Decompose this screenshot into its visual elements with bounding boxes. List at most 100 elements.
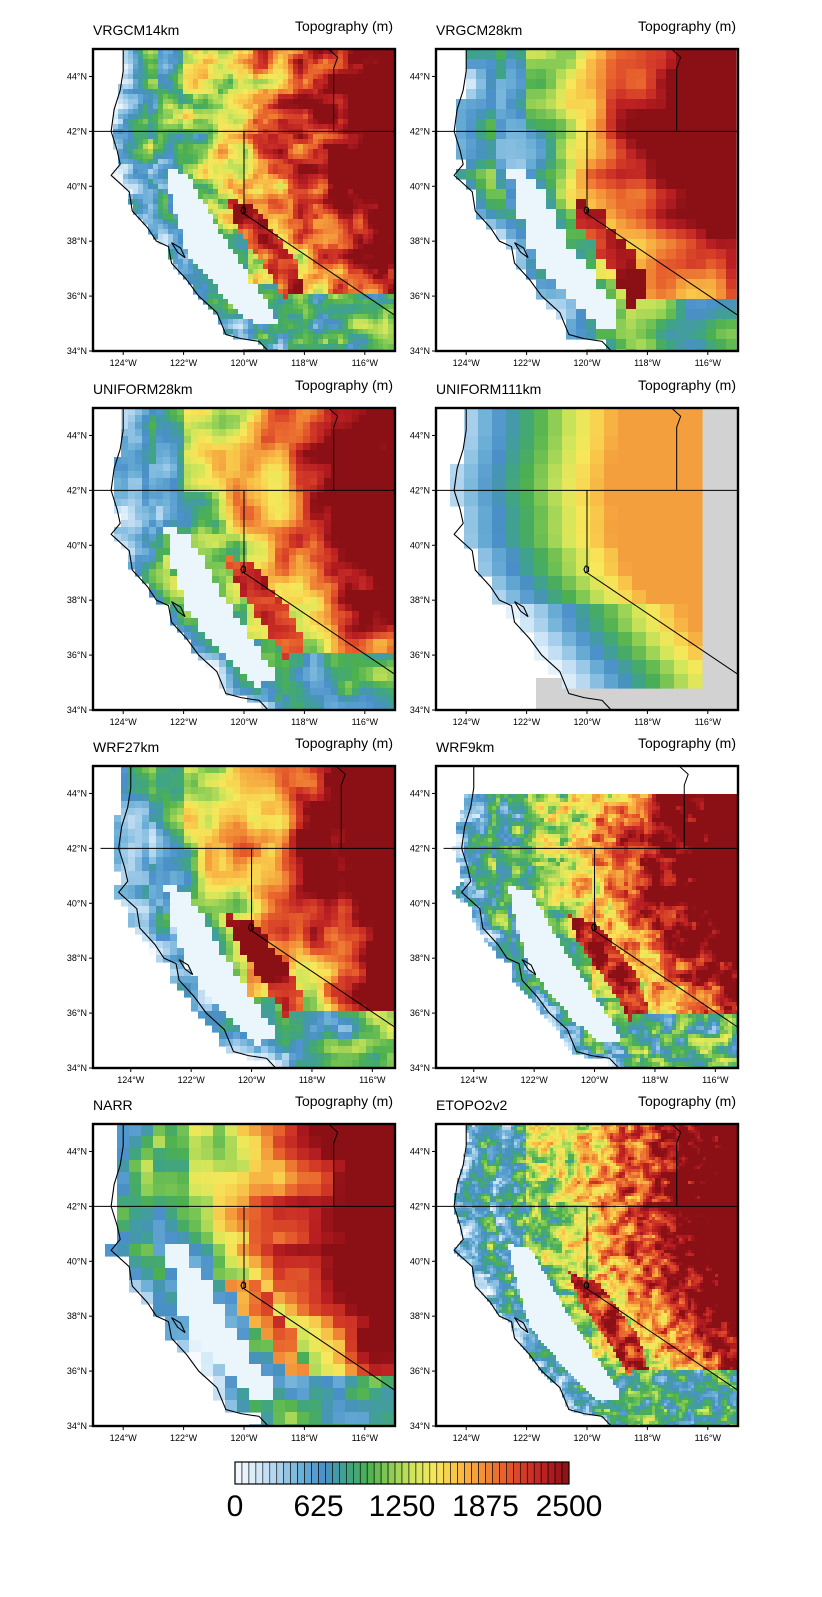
colorbar-box bbox=[540, 1461, 549, 1485]
lat-tick-label: 42°N bbox=[67, 843, 87, 853]
lat-tick-label: 34°N bbox=[67, 1421, 87, 1431]
lat-tick-label: 40°N bbox=[410, 898, 430, 908]
panel-title: UNIFORM111km bbox=[436, 381, 541, 397]
lat-tick-label: 44°N bbox=[67, 430, 87, 440]
coastline bbox=[453, 408, 612, 710]
colorbar-box bbox=[304, 1461, 312, 1485]
lat-tick-label: 34°N bbox=[410, 1421, 430, 1431]
colorbar-box bbox=[408, 1461, 417, 1485]
lon-tick-label: 118°W bbox=[291, 717, 318, 727]
lon-tick-label: 122°W bbox=[513, 358, 541, 368]
colorbar-box bbox=[255, 1461, 264, 1485]
state-borders bbox=[443, 766, 738, 1028]
colorbar-box bbox=[471, 1461, 479, 1485]
lon-tick-label: 124°W bbox=[453, 717, 481, 727]
lat-tick-label: 44°N bbox=[67, 788, 87, 798]
colorbar-label: 625 bbox=[293, 1490, 343, 1523]
colorbar-box bbox=[269, 1461, 278, 1485]
panel-title: ETOPO2v2 bbox=[436, 1097, 508, 1113]
lat-tick-label: 40°N bbox=[410, 540, 430, 550]
lon-tick-label: 120°W bbox=[230, 717, 258, 727]
lat-tick-label: 36°N bbox=[410, 291, 430, 301]
lon-tick-label: 116°W bbox=[695, 358, 722, 368]
lat-tick-label: 38°N bbox=[67, 236, 87, 246]
panel-variable-label: Topography (m) bbox=[295, 377, 393, 393]
lon-tick-label: 120°W bbox=[573, 358, 601, 368]
colorbar-box bbox=[346, 1461, 354, 1485]
lat-tick-label: 36°N bbox=[67, 291, 87, 301]
coastline bbox=[453, 1124, 612, 1426]
lon-tick-label: 120°W bbox=[230, 1433, 258, 1443]
colorbar-box bbox=[373, 1461, 382, 1485]
colorbar-box bbox=[429, 1461, 438, 1485]
map-frame bbox=[434, 764, 740, 1070]
lon-tick-label: 118°W bbox=[634, 358, 661, 368]
lon-tick-label: 116°W bbox=[352, 1433, 379, 1443]
colorbar-box bbox=[422, 1461, 431, 1485]
colorbar-box bbox=[547, 1461, 556, 1485]
panel-variable-label: Topography (m) bbox=[638, 18, 736, 34]
colorbar-box bbox=[262, 1461, 271, 1485]
coastline bbox=[117, 766, 277, 1068]
colorbar-box bbox=[332, 1461, 340, 1485]
topography-field bbox=[93, 408, 395, 710]
lat-tick-label: 40°N bbox=[410, 181, 430, 191]
lon-tick-label: 116°W bbox=[352, 717, 379, 727]
lat-tick-label: 36°N bbox=[410, 650, 430, 660]
lon-tick-label: 122°W bbox=[513, 717, 541, 727]
panel-variable-label: Topography (m) bbox=[638, 1093, 736, 1109]
colorbar-box bbox=[297, 1461, 305, 1485]
lat-tick-label: 40°N bbox=[67, 898, 87, 908]
colorbar-frame bbox=[234, 1461, 570, 1485]
map-panel-wrf9: WRF9km Topography (m) 34°N 36°N 38°N 40°N 42°N… bbox=[410, 735, 740, 1085]
colorbar-box bbox=[526, 1461, 535, 1485]
colorbar-label: 2500 bbox=[536, 1490, 603, 1523]
state-borders bbox=[436, 1124, 738, 1392]
lon-tick-label: 118°W bbox=[291, 1433, 318, 1443]
map-panels: VRGCM14km Topography (m) 34°N 36°N 38°N 40°N 4… bbox=[67, 18, 740, 1443]
lon-tick-label: 122°W bbox=[178, 1075, 206, 1085]
lon-tick-label: 124°W bbox=[453, 1433, 481, 1443]
coastline bbox=[453, 49, 612, 351]
lat-tick-label: 38°N bbox=[410, 953, 430, 963]
panel-variable-label: Topography (m) bbox=[638, 377, 736, 393]
lat-tick-label: 36°N bbox=[67, 1366, 87, 1376]
colorbar-box bbox=[387, 1461, 396, 1485]
colorbar-box bbox=[457, 1461, 465, 1485]
colorbar-box bbox=[450, 1461, 458, 1485]
lat-tick-label: 42°N bbox=[67, 485, 87, 495]
lon-tick-label: 116°W bbox=[702, 1075, 729, 1085]
lon-tick-label: 118°W bbox=[299, 1075, 326, 1085]
lat-tick-label: 42°N bbox=[410, 126, 430, 136]
lon-tick-label: 116°W bbox=[352, 358, 379, 368]
lat-tick-label: 34°N bbox=[67, 346, 87, 356]
map-panel-narr: NARR Topography (m) 34°N 36°N 38°N 40°N 42°N 44… bbox=[67, 1093, 397, 1443]
topography-field bbox=[93, 49, 395, 351]
lon-tick-label: 124°W bbox=[117, 1075, 145, 1085]
colorbar-box bbox=[241, 1461, 250, 1485]
colorbar-box bbox=[366, 1461, 375, 1485]
state-borders bbox=[93, 1124, 395, 1392]
lat-tick-label: 42°N bbox=[410, 1201, 430, 1211]
lon-tick-label: 116°W bbox=[695, 1433, 722, 1443]
lon-tick-label: 120°W bbox=[573, 1433, 601, 1443]
lon-tick-label: 116°W bbox=[695, 717, 722, 727]
colorbar-box bbox=[436, 1461, 445, 1485]
lat-tick-label: 44°N bbox=[410, 71, 430, 81]
panel-title: WRF27km bbox=[93, 739, 159, 755]
lat-tick-label: 40°N bbox=[410, 1256, 430, 1266]
coastline bbox=[110, 1124, 269, 1426]
panel-variable-label: Topography (m) bbox=[295, 1093, 393, 1109]
panel-title: WRF9km bbox=[436, 739, 494, 755]
map-panel-vrgcm14: VRGCM14km Topography (m) 34°N 36°N 38°N 40°N 4… bbox=[67, 18, 397, 368]
topography-field bbox=[436, 766, 738, 1068]
lat-tick-label: 44°N bbox=[67, 71, 87, 81]
lon-tick-label: 124°W bbox=[110, 358, 138, 368]
colorbar-box bbox=[311, 1461, 319, 1485]
lon-tick-label: 120°W bbox=[230, 358, 258, 368]
topography-field bbox=[93, 1124, 395, 1426]
lat-tick-label: 34°N bbox=[67, 705, 87, 715]
lat-tick-label: 42°N bbox=[67, 126, 87, 136]
colorbar-label: 1875 bbox=[452, 1490, 519, 1523]
